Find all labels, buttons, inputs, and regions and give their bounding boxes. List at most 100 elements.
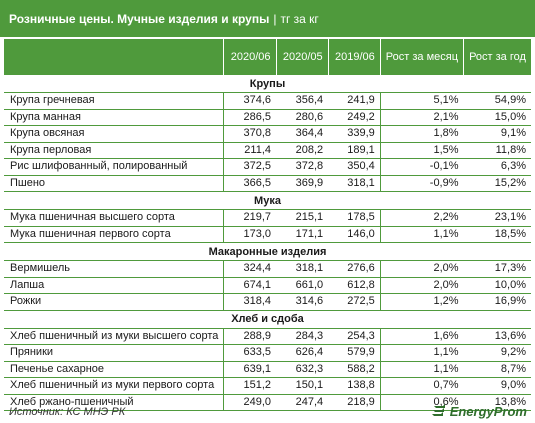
- table-row: Мука пшеничная высшего сорта 219,7 215,1 17…: [4, 209, 531, 227]
- table-row: Крупа овсяная 370,8 364,4 339,9 1,8% 9,1%: [4, 125, 531, 143]
- growth-month-cell: 1,2%: [379, 293, 464, 311]
- growth-year-cell: 16,9%: [463, 293, 531, 311]
- product-name-cell: Крупа манная: [4, 109, 224, 126]
- growth-year-cell: 6,3%: [463, 158, 531, 176]
- growth-year-cell: 15,0%: [463, 109, 531, 126]
- price-2020-05-cell: 318,1: [276, 260, 329, 278]
- price-2020-05-cell: 372,8: [276, 158, 329, 176]
- brand-logo: EnergyProm: [431, 403, 527, 419]
- price-2020-05-cell: 171,1: [276, 226, 329, 243]
- page-title: Розничные цены. Мучные изделия и крупы: [9, 11, 270, 26]
- section-title: Хлеб и сдоба: [4, 310, 531, 329]
- growth-month-cell: 2,0%: [379, 277, 464, 294]
- table-row: Хлеб ржано-пшеничный 249,0 247,4 218,9 0,6% 1…: [4, 394, 531, 411]
- table-row: Вермишель 324,4 318,1 276,6 2,0% 17,3%: [4, 260, 531, 278]
- price-2020-06-cell: 372,5: [223, 158, 277, 176]
- col-header-month-growth: Рост за месяц: [379, 39, 464, 75]
- col-header-2020-05: 2020/05: [275, 39, 329, 75]
- section-row: Макаронные изделия: [4, 242, 531, 261]
- growth-year-cell: 8,7%: [463, 361, 531, 378]
- price-2020-06-cell: 366,5: [223, 175, 277, 192]
- section-title: Макаронные изделия: [4, 242, 531, 261]
- product-name-cell: Мука пшеничная первого сорта: [4, 226, 224, 243]
- price-2020-05-cell: 369,9: [276, 175, 329, 192]
- growth-year-cell: 9,1%: [463, 125, 531, 143]
- price-2019-06-cell: 254,3: [328, 328, 381, 345]
- table-row: Рожки 318,4 314,6 272,5 1,2% 16,9%: [4, 293, 531, 311]
- product-name-cell: Крупа овсяная: [4, 125, 224, 143]
- growth-year-cell: 9,2%: [463, 344, 531, 362]
- price-2020-05-cell: 284,3: [276, 328, 329, 345]
- price-2019-06-cell: 241,9: [328, 92, 381, 110]
- unit-label: тг за кг: [280, 11, 319, 26]
- section-row: Хлеб и сдоба: [4, 310, 531, 329]
- table-body: Крупы Крупа гречневая 374,6 356,4 241,9 5,1% 5…: [4, 75, 531, 411]
- table-row: Пшено 366,5 369,9 318,1 -0,9% 15,2%: [4, 175, 531, 192]
- growth-year-cell: 15,2%: [463, 175, 531, 192]
- energyprom-logo-icon: [431, 404, 445, 416]
- price-2020-05-cell: 356,4: [276, 92, 329, 110]
- price-2019-06-cell: 249,2: [328, 109, 381, 126]
- price-2019-06-cell: 339,9: [328, 125, 381, 143]
- product-name-cell: Мука пшеничная высшего сорта: [4, 209, 224, 227]
- table-row: Лапша 674,1 661,0 612,8 2,0% 10,0%: [4, 277, 531, 294]
- logo-text: EnergyProm: [449, 403, 527, 419]
- price-2019-06-cell: 178,5: [328, 209, 381, 227]
- growth-year-cell: 23,1%: [463, 209, 531, 227]
- growth-month-cell: 1,8%: [379, 125, 464, 143]
- price-2020-05-cell: 364,4: [276, 125, 329, 143]
- price-2020-06-cell: 318,4: [223, 293, 277, 311]
- growth-month-cell: 1,1%: [379, 344, 464, 362]
- growth-month-cell: 0,7%: [379, 377, 464, 395]
- table-row: Печенье сахарное 639,1 632,3 588,2 1,1% 8,7%: [4, 361, 531, 378]
- product-name-cell: Пряники: [4, 344, 224, 362]
- price-2019-06-cell: 612,8: [328, 277, 381, 294]
- price-2020-05-cell: 314,6: [276, 293, 329, 311]
- price-2020-05-cell: 632,3: [276, 361, 329, 378]
- growth-month-cell: -0,1%: [379, 158, 464, 176]
- product-name-cell: Хлеб пшеничный из муки первого сорта: [4, 377, 224, 395]
- col-header-name: [4, 39, 224, 75]
- growth-year-cell: 17,3%: [463, 260, 531, 278]
- price-2019-06-cell: 579,9: [328, 344, 381, 362]
- growth-year-cell: 9,0%: [463, 377, 531, 395]
- price-2020-06-cell: 219,7: [223, 209, 277, 227]
- growth-month-cell: 1,1%: [379, 226, 464, 243]
- price-2020-05-cell: 661,0: [276, 277, 329, 294]
- table-row: Мука пшеничная первого сорта 173,0 171,1 14…: [4, 226, 531, 243]
- col-header-2019-06: 2019/06: [327, 39, 381, 75]
- source-note: Источник: КС МНЭ РК: [9, 406, 126, 418]
- section-title: Мука: [4, 191, 531, 210]
- price-2020-06-cell: 674,1: [223, 277, 277, 294]
- product-name-cell: Рожки: [4, 293, 224, 311]
- table-row: Хлеб пшеничный из муки первого сорта 151,…: [4, 377, 531, 395]
- table-row: Пряники 633,5 626,4 579,9 1,1% 9,2%: [4, 344, 531, 362]
- growth-year-cell: 13,6%: [463, 328, 531, 345]
- table-row: Хлеб пшеничный из муки высшего сорта 288,…: [4, 328, 531, 345]
- title-bar: Розничные цены. Мучные изделия и крупы |…: [0, 0, 535, 37]
- growth-month-cell: 1,1%: [379, 361, 464, 378]
- price-2020-05-cell: 215,1: [276, 209, 329, 227]
- price-2020-05-cell: 150,1: [276, 377, 329, 395]
- price-2019-06-cell: 276,6: [328, 260, 381, 278]
- product-name-cell: Пшено: [4, 175, 224, 192]
- price-2020-06-cell: 286,5: [223, 109, 277, 126]
- price-2019-06-cell: 350,4: [328, 158, 381, 176]
- title-separator: |: [273, 11, 277, 26]
- section-row: Мука: [4, 191, 531, 210]
- product-name-cell: Рис шлифованный, полированный: [4, 158, 224, 176]
- growth-year-cell: 10,0%: [463, 277, 531, 294]
- price-2020-06-cell: 173,0: [223, 226, 277, 243]
- product-name-cell: Вермишель: [4, 260, 224, 278]
- price-table: 2020/06 2020/05 2019/06 Рост за месяц Ро…: [4, 39, 531, 411]
- price-2019-06-cell: 272,5: [328, 293, 381, 311]
- price-2020-05-cell: 626,4: [276, 344, 329, 362]
- table-row: Крупа манная 286,5 280,6 249,2 2,1% 15,0%: [4, 109, 531, 126]
- footer: Источник: КС МНЭ РК EnergyProm: [0, 403, 535, 423]
- table-header: 2020/06 2020/05 2019/06 Рост за месяц Ро…: [4, 39, 531, 75]
- price-2019-06-cell: 189,1: [328, 142, 381, 159]
- price-2020-05-cell: 208,2: [276, 142, 329, 159]
- col-header-year-growth: Рост за год: [463, 39, 531, 75]
- table-row: Рис шлифованный, полированный 372,5 372,8 3…: [4, 158, 531, 176]
